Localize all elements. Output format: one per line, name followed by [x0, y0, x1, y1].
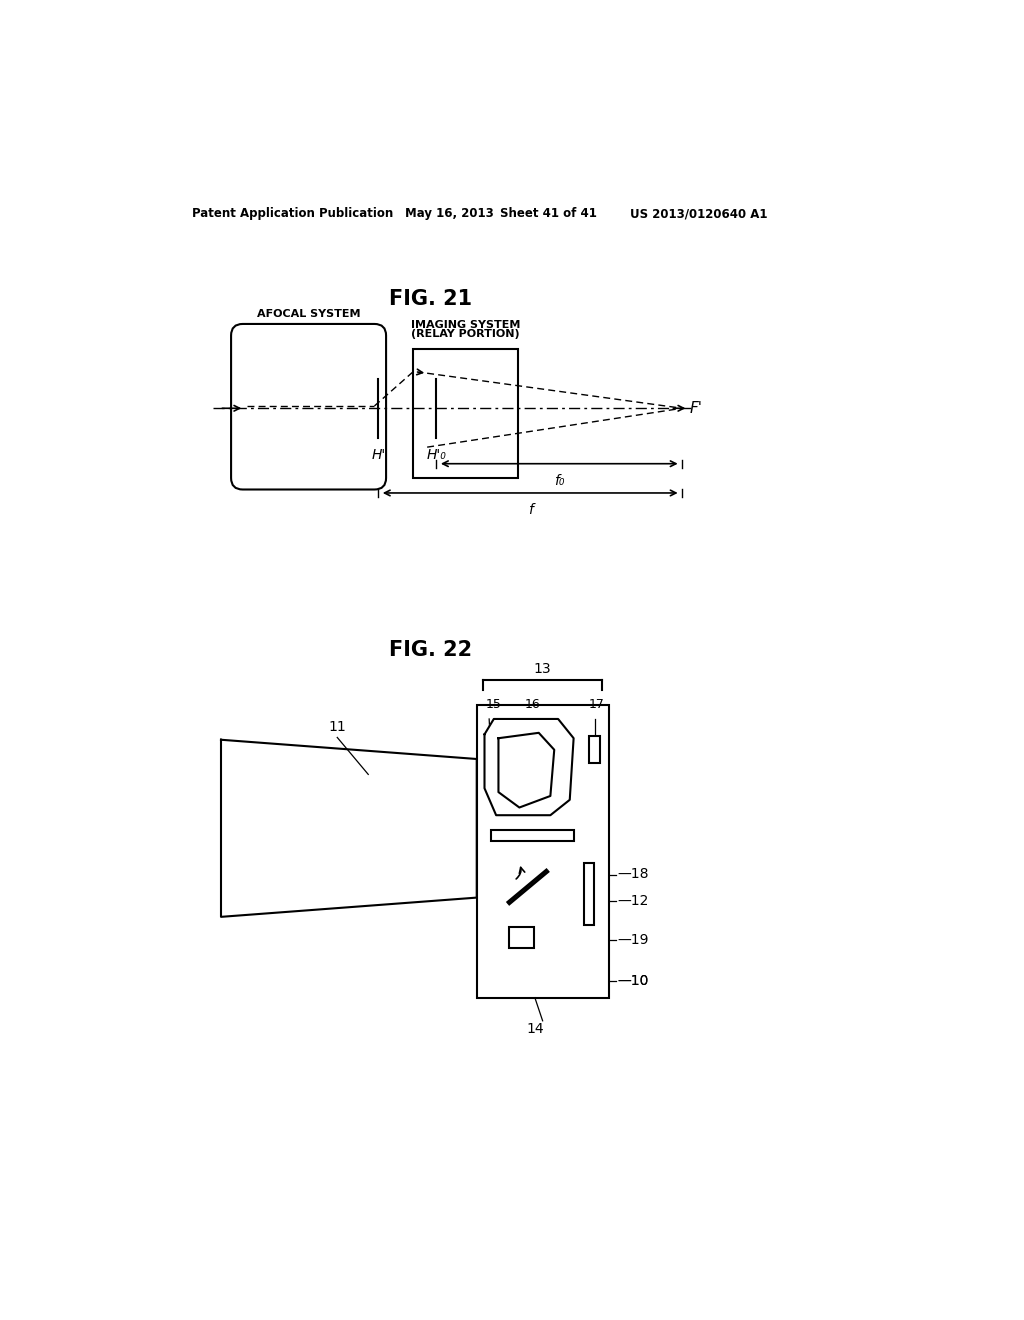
Text: —12: —12 [617, 895, 649, 908]
Text: 11: 11 [329, 721, 346, 734]
Text: 17: 17 [589, 698, 604, 711]
Text: AFOCAL SYSTEM: AFOCAL SYSTEM [257, 309, 360, 318]
Text: May 16, 2013: May 16, 2013 [406, 207, 495, 220]
Bar [584, 863, 594, 924]
Text: f: f [527, 503, 532, 517]
Text: US 2013/0120640 A1: US 2013/0120640 A1 [630, 207, 768, 220]
Text: Sheet 41 of 41: Sheet 41 of 41 [500, 207, 597, 220]
Text: 16: 16 [524, 698, 541, 711]
Text: Patent Application Publication: Patent Application Publication [191, 207, 393, 220]
Text: 14: 14 [526, 1022, 544, 1036]
Text: FIG. 22: FIG. 22 [389, 640, 472, 660]
Text: IMAGING SYSTEM: IMAGING SYSTEM [411, 321, 520, 330]
Text: 13: 13 [534, 661, 552, 676]
Text: —10: —10 [617, 974, 649, 987]
Bar [490, 830, 574, 841]
Bar [509, 927, 535, 948]
Text: 15: 15 [486, 698, 502, 711]
Text: —19: —19 [617, 933, 649, 946]
Text: —18: —18 [617, 867, 649, 882]
Polygon shape [499, 733, 554, 808]
Text: F': F' [690, 401, 702, 416]
Bar [477, 705, 608, 998]
Text: H'₀: H'₀ [427, 449, 446, 462]
Text: (RELAY PORTION): (RELAY PORTION) [412, 330, 520, 339]
Text: FIG. 21: FIG. 21 [389, 289, 472, 309]
Text: —10: —10 [617, 974, 649, 987]
Polygon shape [221, 739, 477, 917]
Polygon shape [484, 719, 573, 816]
Text: f₀: f₀ [554, 474, 564, 487]
Text: H': H' [372, 449, 385, 462]
Bar [589, 737, 600, 763]
Bar [414, 348, 518, 478]
